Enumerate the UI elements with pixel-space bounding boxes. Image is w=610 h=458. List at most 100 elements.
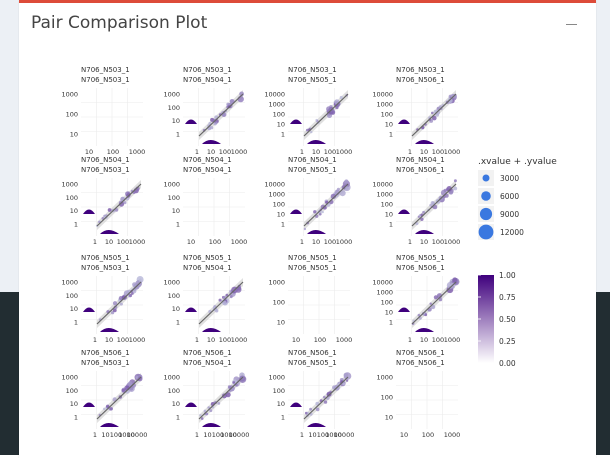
facet-2-3-x-density bbox=[415, 328, 434, 332]
facet-3-2-point bbox=[309, 407, 312, 411]
facet-2-2-y-tick-label: 10 bbox=[277, 319, 285, 327]
facet-2-3-point bbox=[430, 304, 436, 310]
facet-3-1-point bbox=[227, 385, 232, 389]
facet-2-0-x-tick-label: 1 bbox=[93, 336, 97, 344]
facet-2-1-strip-top: N706_N505_1 bbox=[183, 254, 232, 262]
facet-0-2-point bbox=[339, 95, 343, 100]
facet-3-1-regression-line bbox=[198, 376, 244, 420]
facet-2-0-strip-top: N706_N505_1 bbox=[81, 254, 130, 262]
facet-2-3-regression-line bbox=[411, 281, 457, 325]
facet-0-2-x-tick-label: 100 bbox=[324, 148, 336, 156]
facet-2-1-y-tick-label: 100 bbox=[168, 292, 180, 300]
facet-3-0-x-tick-label: 10000 bbox=[127, 431, 148, 439]
facet-0-2-y-density bbox=[290, 119, 302, 124]
facet-1-2-point bbox=[339, 190, 346, 197]
alpha-legend-label: 0.00 bbox=[499, 359, 516, 368]
facet-1-3-strip-top: N706_N504_1 bbox=[396, 156, 445, 164]
facet-3-2-y-tick-label: 1000 bbox=[268, 374, 285, 382]
facet-1-0-x-density bbox=[100, 230, 119, 234]
facet-2-2-x-tick-label: 1000 bbox=[336, 336, 353, 344]
facet-3-0-x-tick-label: 1000 bbox=[118, 431, 135, 439]
facet-1-3-y-density bbox=[398, 209, 410, 214]
facet-1-2-x-tick-label: 100 bbox=[324, 238, 336, 246]
facet-2-1-strip-bottom: N706_N504_1 bbox=[183, 264, 232, 272]
facet-0-0-x-tick-label: 1000 bbox=[129, 148, 146, 156]
facet-0-3-x-density bbox=[415, 140, 434, 144]
facet-0-1-strip-top: N706_N503_1 bbox=[183, 66, 232, 74]
facet-2-2-x-tick-label: 100 bbox=[314, 336, 326, 344]
facet-2-0-x-tick-label: 100 bbox=[117, 336, 129, 344]
facet-3-2-point bbox=[323, 400, 328, 404]
facet-1-3-x-tick-label: 1000 bbox=[444, 238, 461, 246]
facet-0-2-regression-line bbox=[303, 93, 349, 137]
facet-1-1-y-tick-label: 100 bbox=[168, 194, 180, 202]
facet-0-1-strip-bottom: N706_N504_1 bbox=[183, 76, 232, 84]
facet-0-1-x-tick-label: 1 bbox=[195, 148, 199, 156]
facet-2-1-x-tick-label: 1 bbox=[195, 336, 199, 344]
facet-1-3-y-tick-label: 100 bbox=[381, 201, 393, 209]
facet-3-2-strip-top: N706_N506_1 bbox=[288, 349, 337, 357]
facet-0-1-y-tick-label: 10 bbox=[172, 117, 180, 125]
facet-3-1-strip-top: N706_N506_1 bbox=[183, 349, 232, 357]
facet-0-2-y-tick-label: 1 bbox=[281, 131, 285, 139]
facet-1-0-y-tick-label: 10 bbox=[70, 207, 78, 215]
size-legend-label: 12000 bbox=[500, 228, 524, 237]
facet-0-0-x-tick-label: 10 bbox=[85, 148, 93, 156]
facet-0-2-strip-bottom: N706_N505_1 bbox=[288, 76, 337, 84]
facet-3-2-x-tick-label: 1000 bbox=[325, 431, 342, 439]
facet-3-3-y-tick-label: 10 bbox=[385, 414, 393, 422]
facet-0-3-x-tick-label: 1 bbox=[408, 148, 412, 156]
facet-0-2-y-tick-label: 1000 bbox=[268, 101, 285, 109]
size-legend-dot bbox=[482, 174, 490, 182]
facet-2-1-y-density bbox=[185, 307, 197, 312]
facet-1-2-point bbox=[330, 193, 337, 199]
facet-2-2-y-tick-label: 1000 bbox=[268, 279, 285, 287]
facet-2-0-point bbox=[111, 311, 115, 315]
facet-1-2-x-density bbox=[307, 230, 326, 234]
facet-3-1-point bbox=[225, 392, 231, 398]
facet-3-1-x-tick-label: 10000 bbox=[229, 431, 250, 439]
facet-1-2-y-density bbox=[290, 209, 302, 214]
facet-0-2-strip-top: N706_N503_1 bbox=[288, 66, 337, 74]
facet-1-0-strip-top: N706_N504_1 bbox=[81, 156, 130, 164]
facet-1-2-y-tick-label: 1 bbox=[281, 221, 285, 229]
facet-2-1-x-density bbox=[202, 328, 221, 332]
facet-0-2-point bbox=[306, 128, 309, 132]
facet-0-2-point bbox=[310, 130, 313, 134]
facet-2-0-strip-bottom: N706_N503_1 bbox=[81, 264, 130, 272]
size-legend-dot bbox=[478, 224, 494, 240]
facet-2-0-x-tick-label: 1000 bbox=[129, 336, 146, 344]
facet-3-1-point bbox=[232, 381, 236, 384]
facet-2-0-x-tick-label: 10 bbox=[105, 336, 113, 344]
facet-3-2-point bbox=[323, 395, 326, 399]
facet-2-0-point bbox=[131, 292, 134, 295]
minus-icon[interactable] bbox=[564, 13, 580, 31]
facet-1-1-x-tick-label: 100 bbox=[209, 238, 221, 246]
facet-1-1-strip-bottom: N706_N504_1 bbox=[183, 166, 232, 174]
facet-0-2-x-tick-label: 10 bbox=[312, 148, 320, 156]
facet-3-0-point bbox=[121, 388, 126, 393]
facet-3-0-strip-top: N706_N506_1 bbox=[81, 349, 130, 357]
facet-2-2-x-tick-label: 10 bbox=[292, 336, 300, 344]
facet-2-3-point bbox=[438, 297, 443, 302]
facet-3-1-x-tick-label: 1 bbox=[195, 431, 199, 439]
facet-2-3-y-tick-label: 10000 bbox=[372, 279, 393, 287]
facet-0-1-point bbox=[215, 121, 218, 125]
facet-3-0-regression-line bbox=[96, 376, 142, 420]
facet-3-2-point bbox=[343, 372, 349, 378]
facet-2-0-point bbox=[132, 282, 137, 287]
facet-2-1-y-tick-label: 10 bbox=[172, 305, 180, 313]
alpha-legend-label: 0.50 bbox=[499, 315, 516, 324]
facet-3-1-y-tick-label: 1 bbox=[176, 414, 180, 422]
facet-2-0-y-tick-label: 100 bbox=[66, 292, 78, 300]
facet-1-0-point bbox=[123, 201, 127, 205]
facet-0-2-x-tick-label: 1000 bbox=[336, 148, 353, 156]
facet-1-3-y-tick-label: 1 bbox=[389, 221, 393, 229]
facet-0-3-x-tick-label: 10 bbox=[420, 148, 428, 156]
facet-0-2-y-tick-label: 10 bbox=[277, 121, 285, 129]
facet-2-1-y-tick-label: 1000 bbox=[163, 279, 180, 287]
facet-0-1-x-density bbox=[202, 140, 221, 144]
facet-1-0-regression-line bbox=[96, 183, 142, 227]
facet-0-1-point bbox=[239, 91, 245, 97]
